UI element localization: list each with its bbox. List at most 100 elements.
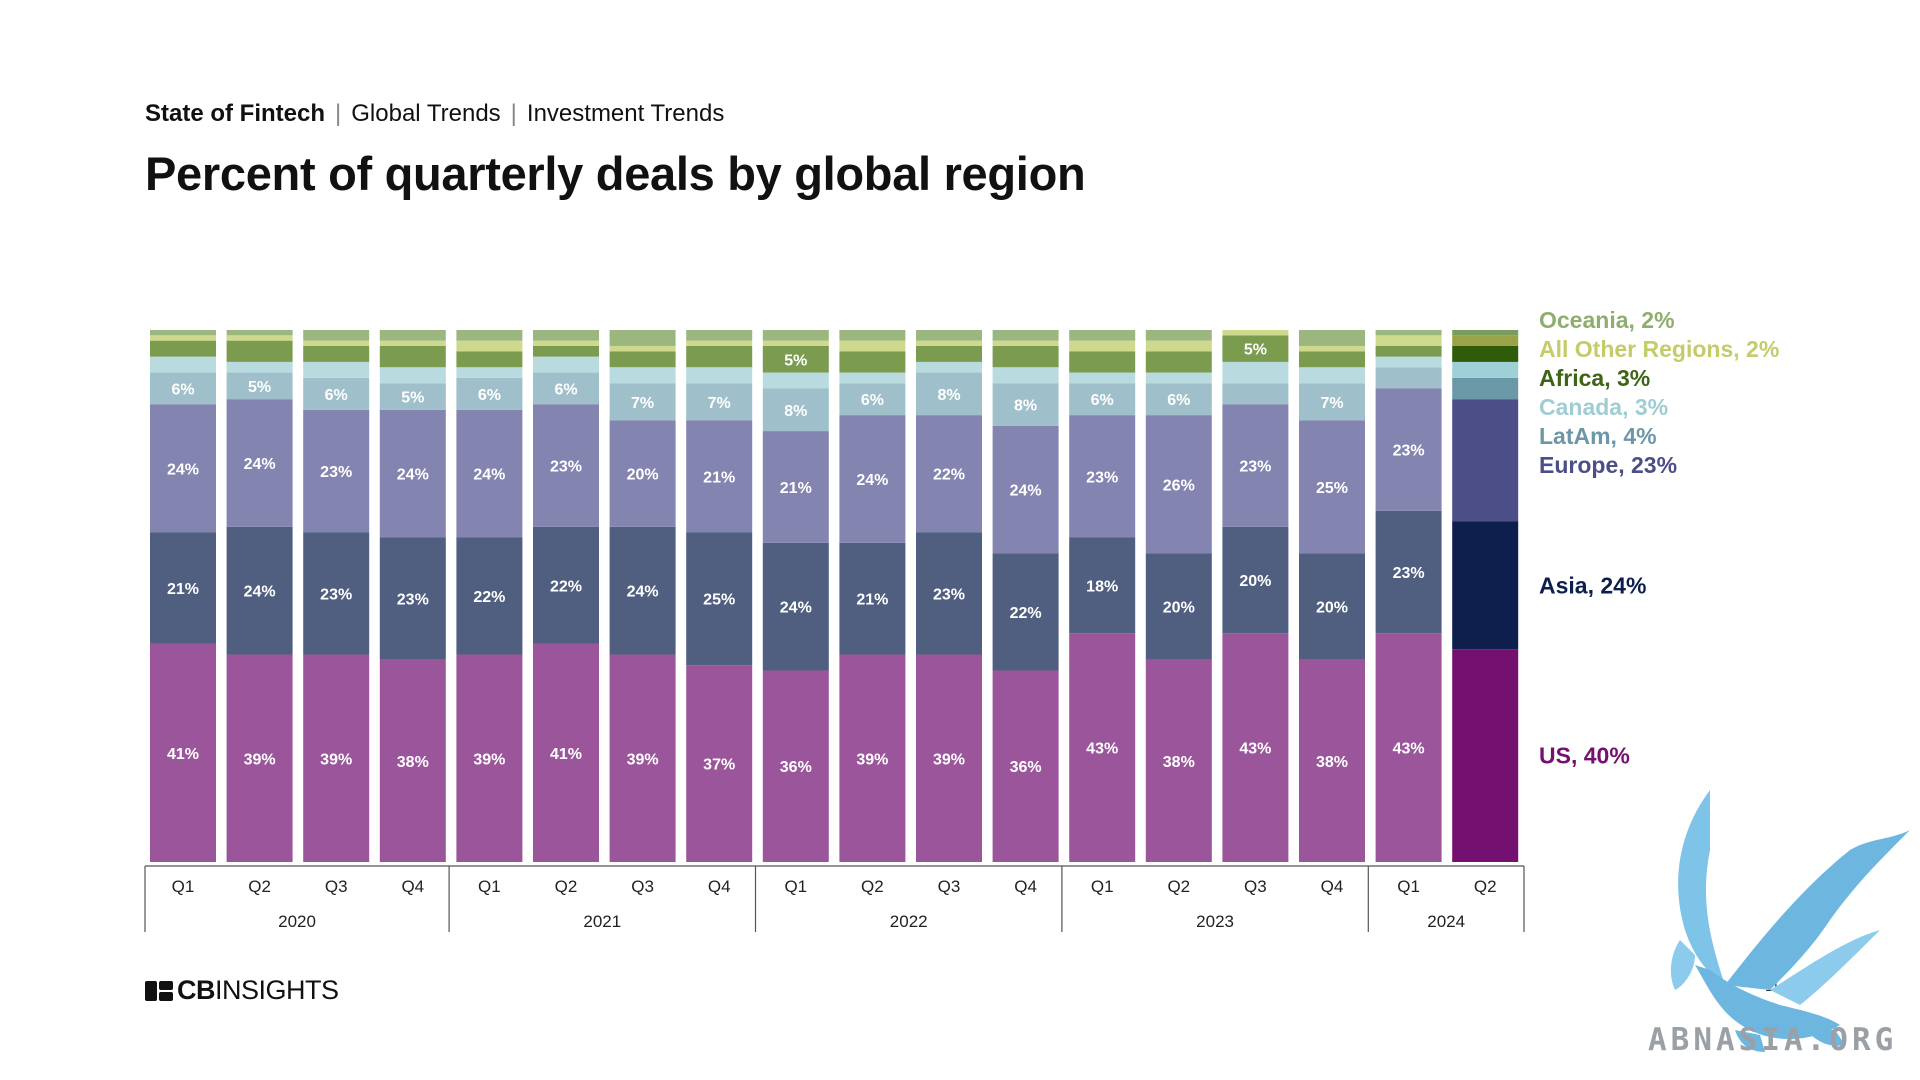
data-label-europe-12: 23% xyxy=(1086,469,1118,486)
bar-us-16 xyxy=(1375,633,1442,862)
bar-europe-3 xyxy=(379,409,446,538)
data-label-asia-11: 22% xyxy=(1010,605,1042,622)
bar-europe-14 xyxy=(1222,404,1289,527)
breadcrumb-separator: | xyxy=(335,100,342,127)
bar-africa-1 xyxy=(226,340,293,362)
legend-all-other-regions: All Other Regions, 2% xyxy=(1539,336,1779,362)
bar-asia-5 xyxy=(533,526,599,644)
bar-canada-12 xyxy=(1069,372,1136,384)
breadcrumb-item-state-of-fintech[interactable]: State of Fintech xyxy=(145,100,326,127)
data-label-asia-8: 24% xyxy=(780,600,812,617)
x-tick-label-6: Q3 xyxy=(631,877,654,896)
bar-canada-17 xyxy=(1452,361,1519,378)
data-label-europe-6: 20% xyxy=(627,467,659,484)
x-tick-label-9: Q2 xyxy=(861,877,884,896)
data-label-latam-0: 6% xyxy=(171,382,194,399)
bar-asia-3 xyxy=(379,537,446,660)
bar-asia-4 xyxy=(456,537,523,655)
bar-canada-15 xyxy=(1299,367,1365,384)
bar-europe-4 xyxy=(456,409,523,538)
x-tick-label-11: Q4 xyxy=(1014,877,1037,896)
data-label-europe-5: 23% xyxy=(550,459,582,476)
bar-canada-4 xyxy=(456,367,523,378)
data-label-us-12: 43% xyxy=(1086,741,1118,758)
data-label-europe-15: 25% xyxy=(1316,480,1348,497)
breadcrumb-separator: | xyxy=(510,100,517,127)
year-label-2022: 2022 xyxy=(890,912,928,931)
data-label-europe-4: 24% xyxy=(473,467,505,484)
data-label-asia-1: 24% xyxy=(244,584,276,601)
data-label-us-9: 39% xyxy=(856,751,888,768)
data-label-latam-5: 6% xyxy=(554,382,577,399)
bar-europe-9 xyxy=(839,415,906,543)
bar-oceania-2 xyxy=(303,330,370,341)
x-tick-label-4: Q1 xyxy=(478,877,501,896)
legend-canada: Canada, 3% xyxy=(1539,394,1668,420)
bar-asia-14 xyxy=(1222,526,1289,634)
bar-europe-2 xyxy=(303,409,370,533)
data-label-us-6: 39% xyxy=(627,751,659,768)
data-label-europe-3: 24% xyxy=(397,467,429,484)
bar-latam-17 xyxy=(1452,377,1519,400)
legend-us: US, 40% xyxy=(1539,743,1630,769)
bar-asia-17 xyxy=(1452,521,1519,650)
bar-us-5 xyxy=(533,643,599,862)
data-label-us-15: 38% xyxy=(1316,754,1348,771)
data-label-europe-13: 26% xyxy=(1163,477,1195,494)
bar-all-other-regions-3 xyxy=(379,340,446,346)
data-label-asia-6: 24% xyxy=(627,584,659,601)
data-label-asia-5: 22% xyxy=(550,578,582,595)
x-tick-label-0: Q1 xyxy=(172,877,195,896)
bar-latam-6 xyxy=(609,383,676,421)
data-label-us-5: 41% xyxy=(550,746,582,763)
bar-all-other-regions-16 xyxy=(1375,335,1442,346)
breadcrumb-item-global-trends[interactable]: Global Trends xyxy=(351,100,501,127)
data-label-latam-3: 5% xyxy=(401,390,424,407)
bar-all-other-regions-5 xyxy=(533,340,599,346)
data-label-asia-15: 20% xyxy=(1316,600,1348,617)
bar-asia-8 xyxy=(762,542,829,671)
bar-canada-6 xyxy=(609,367,676,384)
bar-latam-14 xyxy=(1222,383,1289,405)
logo-text-bold: CB xyxy=(177,975,216,1005)
bar-oceania-10 xyxy=(916,330,982,341)
data-label-us-10: 39% xyxy=(933,751,965,768)
bar-all-other-regions-0 xyxy=(150,335,216,341)
bar-asia-6 xyxy=(609,526,676,655)
bar-oceania-12 xyxy=(1069,330,1136,341)
data-label-latam-4: 6% xyxy=(478,387,501,404)
bar-latam-8 xyxy=(762,388,829,432)
data-label-asia-13: 20% xyxy=(1163,600,1195,617)
data-label-latam-9: 6% xyxy=(861,392,884,409)
bar-canada-14 xyxy=(1222,361,1289,384)
watermark-text: ABNASIA.ORG xyxy=(1648,1022,1898,1058)
bar-europe-10 xyxy=(916,415,982,533)
bar-asia-9 xyxy=(839,542,906,655)
bar-europe-11 xyxy=(992,425,1059,554)
bar-africa-15 xyxy=(1299,351,1365,368)
x-tick-label-1: Q2 xyxy=(248,877,271,896)
legend-latam: LatAm, 4% xyxy=(1539,423,1657,449)
bar-latam-0 xyxy=(150,372,216,405)
bar-all-other-regions-11 xyxy=(992,340,1059,346)
data-label-latam-8: 8% xyxy=(784,403,807,420)
bar-asia-1 xyxy=(226,526,293,655)
bar-us-3 xyxy=(379,659,446,862)
bar-africa-6 xyxy=(609,351,676,368)
data-label-asia-12: 18% xyxy=(1086,578,1118,595)
legend-oceania: Oceania, 2% xyxy=(1539,307,1675,333)
bar-canada-3 xyxy=(379,367,446,384)
bar-asia-12 xyxy=(1069,537,1136,634)
bar-europe-13 xyxy=(1145,415,1212,554)
bar-us-1 xyxy=(226,654,293,862)
data-label-us-14: 43% xyxy=(1239,741,1271,758)
breadcrumb-item-investment-trends[interactable]: Investment Trends xyxy=(526,100,725,127)
bar-europe-12 xyxy=(1069,415,1136,538)
bar-africa-13 xyxy=(1145,351,1212,373)
x-tick-label-16: Q1 xyxy=(1397,877,1420,896)
bar-all-other-regions-7 xyxy=(686,340,753,346)
bar-latam-2 xyxy=(303,377,370,410)
bar-latam-10 xyxy=(916,372,982,416)
data-label-asia-0: 21% xyxy=(167,581,199,598)
bar-latam-15 xyxy=(1299,383,1365,421)
